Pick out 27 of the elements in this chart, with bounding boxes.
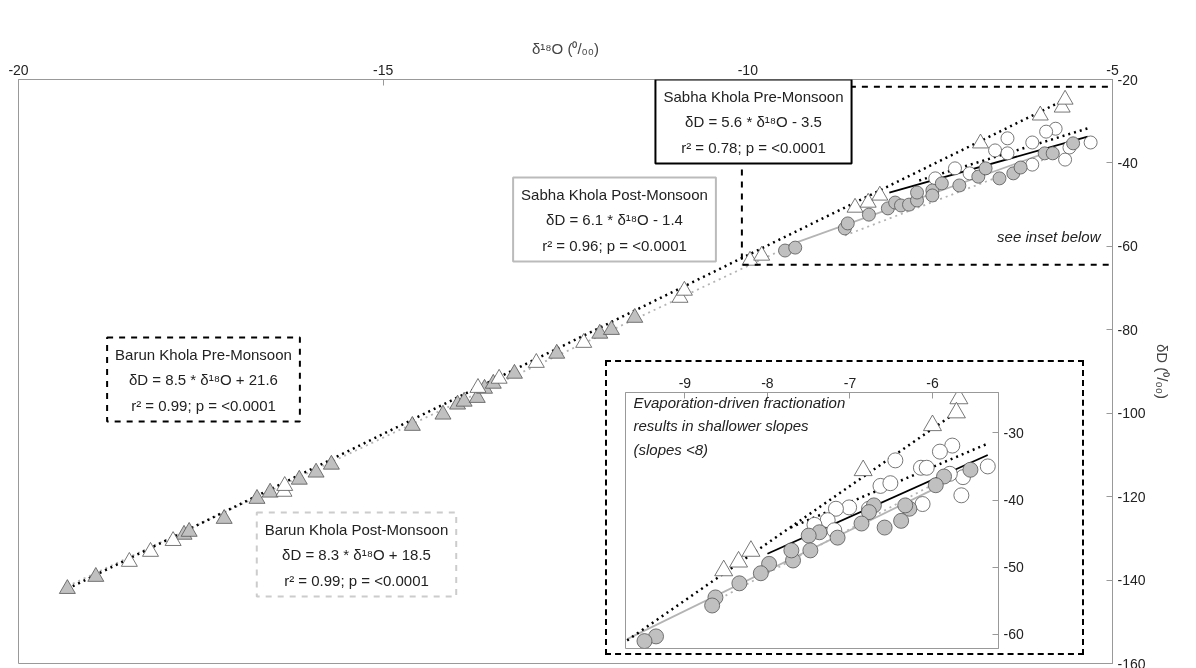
y-tick-label: -80: [1117, 321, 1138, 338]
y-tick-label: -60: [1003, 626, 1024, 643]
y-tick-label: -50: [1003, 559, 1024, 576]
x-tick-label: -15: [373, 61, 394, 78]
x-tick-label: -7: [843, 374, 857, 391]
y-axis-title: δD (⁰/₀₀): [1153, 344, 1171, 399]
y-tick-label: -30: [1003, 424, 1024, 441]
y-tick-label: -40: [1003, 492, 1024, 509]
annotation: Sabha Khola Post-Monsoon δD = 6.1 * δ¹⁸O - 1.4 r² = 0.96; p = <0.0001: [521, 185, 708, 254]
x-tick-label: -5: [1106, 61, 1119, 78]
annotation: see inset below: [997, 227, 1102, 245]
y-tick-label: -60: [1117, 238, 1138, 255]
annotation: Barun Khola Pre-Monsoon δD = 8.5 * δ¹⁸O + 21.6 r² = 0.99; p = <0.0001: [115, 345, 292, 414]
x-axis-title: δ¹⁸O (⁰/₀₀): [531, 39, 600, 57]
x-tick-label: -20: [8, 61, 29, 78]
y-tick-label: -140: [1117, 572, 1146, 589]
x-tick-label: -9: [678, 374, 692, 391]
y-tick-label: -100: [1117, 405, 1146, 422]
x-tick-label: -10: [737, 61, 759, 78]
x-tick-label: -6: [926, 374, 939, 391]
annotation: Evaporation-driven fractionation results in shallower slopes (slopes <8): [633, 393, 846, 459]
annotation: Barun Khola Post-Monsoon δD = 8.3 * δ¹⁸O + 18.5 r² = 0.99; p = <0.0001: [264, 520, 449, 589]
x-tick-label: -8: [761, 374, 774, 391]
y-tick-label: -160: [1117, 655, 1146, 668]
y-tick-label: -40: [1117, 154, 1138, 171]
annotation: Sabha Khola Pre-Monsoon δD = 5.6 * δ¹⁸O - 3.5 r² = 0.78; p = <0.0001: [663, 87, 844, 156]
y-tick-label: -120: [1117, 488, 1146, 505]
